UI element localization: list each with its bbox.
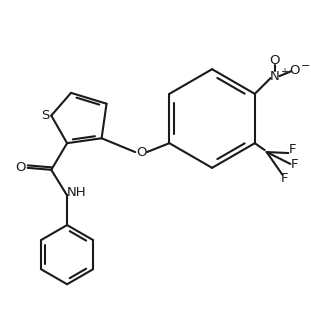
Text: O: O bbox=[269, 54, 280, 67]
Text: F: F bbox=[281, 172, 288, 185]
Text: O: O bbox=[289, 64, 299, 77]
Text: F: F bbox=[290, 158, 298, 172]
Text: +: + bbox=[281, 67, 289, 77]
Text: S: S bbox=[41, 109, 49, 122]
Text: −: − bbox=[301, 61, 311, 71]
Text: F: F bbox=[289, 143, 296, 156]
Text: N: N bbox=[270, 69, 279, 83]
Text: NH: NH bbox=[67, 186, 87, 199]
Text: O: O bbox=[16, 161, 26, 174]
Text: O: O bbox=[136, 146, 146, 159]
